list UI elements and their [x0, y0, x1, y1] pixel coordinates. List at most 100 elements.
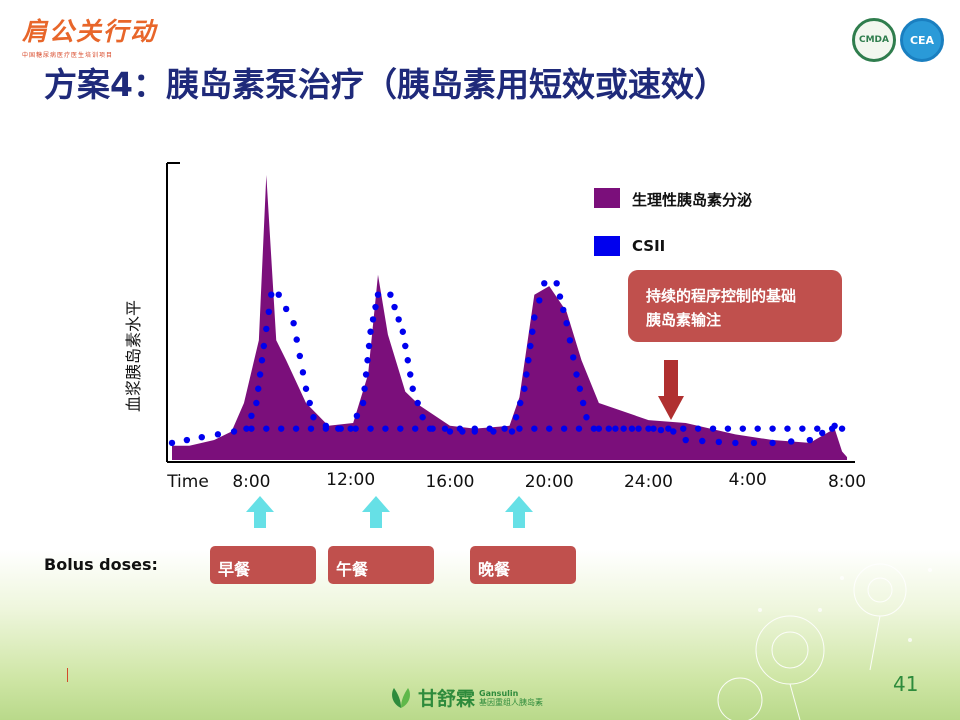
up-arrow-icon-breakfast: [246, 496, 274, 528]
basal-dot: [426, 425, 434, 432]
csii-dot: [576, 385, 584, 392]
csii-dot: [407, 371, 414, 378]
csii-dot: [806, 436, 814, 444]
up-arrow-icon-dinner: [505, 496, 533, 528]
footer-divider: [67, 668, 68, 682]
csii-dot: [512, 414, 520, 421]
meal-box-dinner: 晚餐: [470, 546, 576, 584]
meal-box-breakfast: 早餐: [210, 546, 316, 584]
csii-dot: [570, 354, 577, 361]
basal-dot: [367, 425, 374, 432]
bolus-doses-label: Bolus doses:: [44, 555, 158, 574]
csii-dot: [521, 385, 528, 392]
basal-dot: [665, 425, 672, 432]
basal-dot: [739, 425, 747, 432]
product-subtext: Gansulin 基因重组人胰岛素: [479, 689, 543, 707]
csii-dot: [750, 439, 758, 447]
csii-dot: [306, 399, 313, 407]
basal-dot: [531, 425, 538, 432]
csii-dot: [399, 328, 407, 335]
x-tick-label: 20:00: [524, 472, 574, 492]
legend-swatch-csii: [594, 236, 620, 256]
basal-dot: [456, 425, 464, 432]
legend-label-physiological: 生理性胰岛素分泌: [632, 191, 753, 209]
event-logo: 肩公关行动 中国糖尿病医疗医生培训项目: [22, 12, 157, 59]
csii-dot: [628, 425, 636, 432]
csii-dot: [517, 399, 524, 407]
csii-dot: [198, 434, 205, 441]
csii-dot: [579, 399, 587, 407]
callout-line-1: 持续的程序控制的基础: [646, 287, 797, 305]
basal-dot: [680, 425, 687, 432]
csii-dot: [595, 425, 603, 432]
csii-dot: [258, 357, 266, 364]
x-tick-label: 8:00: [827, 472, 867, 492]
basal-dot: [575, 425, 583, 432]
dandelion-decoration: [717, 563, 932, 720]
basal-dot: [709, 425, 717, 432]
basal-dot: [650, 425, 657, 432]
csii-dot: [409, 385, 416, 392]
series-physiological-area: [172, 175, 848, 460]
leaf-icon: [392, 687, 410, 708]
x-tick-label: 8:00: [232, 472, 271, 492]
csii-dot: [275, 291, 282, 298]
csii-dot: [302, 385, 310, 392]
csii-dot: [293, 336, 300, 343]
csii-dot: [369, 316, 377, 323]
meal-box-lunch: 午餐: [328, 546, 434, 584]
csii-dot: [645, 425, 652, 432]
basal-dot: [382, 425, 389, 432]
csii-dot: [563, 320, 570, 327]
csii-dot: [367, 328, 374, 335]
csii-dot: [243, 425, 250, 432]
csii-dot: [263, 325, 270, 333]
csii-dot: [256, 371, 264, 378]
csii-dot: [670, 428, 677, 435]
basal-dot: [605, 425, 612, 432]
csii-dot: [183, 436, 191, 444]
csii-dot: [255, 385, 262, 392]
csii-dot: [404, 357, 411, 364]
cea-badge: CEA: [900, 18, 944, 62]
csii-dot: [573, 371, 580, 378]
basal-dot: [337, 425, 344, 432]
csii-dot: [372, 303, 379, 311]
legend-label-csii: CSII: [632, 237, 666, 255]
csii-dot: [523, 371, 530, 378]
product-english-name: Gansulin: [479, 688, 519, 698]
slide-title: 方案4：胰岛素泵治疗（胰岛素用短效或速效）: [44, 65, 727, 104]
csii-dot: [553, 280, 560, 287]
product-logo: 甘舒霖 Gansulin 基因重组人胰岛素: [388, 684, 543, 711]
csii-dot: [536, 297, 543, 304]
basal-dot: [620, 425, 627, 432]
csii-dot: [359, 399, 367, 407]
csii-dot: [566, 337, 574, 344]
logo-subtitle: 中国糖尿病医疗医生培训项目: [22, 52, 114, 59]
basal-dot: [248, 425, 255, 432]
csii-dot: [699, 437, 706, 445]
basal-dot: [784, 425, 791, 432]
csii-dot: [560, 306, 567, 314]
csii-dot: [299, 369, 307, 376]
csii-dot: [508, 428, 516, 435]
basal-dot: [292, 425, 300, 432]
csii-dot: [715, 438, 723, 446]
csii-dot: [168, 439, 176, 447]
csii-dot: [769, 439, 776, 447]
csii-dot: [419, 414, 426, 421]
csii-dot: [253, 399, 260, 407]
csii-dot: [787, 438, 795, 445]
csii-dot: [527, 342, 534, 350]
basal-dot: [560, 425, 568, 432]
csii-dot: [290, 320, 297, 327]
basal-dot: [471, 425, 478, 432]
basal-dot: [724, 425, 732, 432]
csii-dot: [612, 425, 619, 432]
x-tick-label: 24:00: [623, 472, 673, 492]
csii-dot: [362, 371, 370, 378]
basal-dot: [412, 425, 419, 432]
basal-dot: [397, 425, 404, 432]
csii-dot: [361, 385, 368, 392]
